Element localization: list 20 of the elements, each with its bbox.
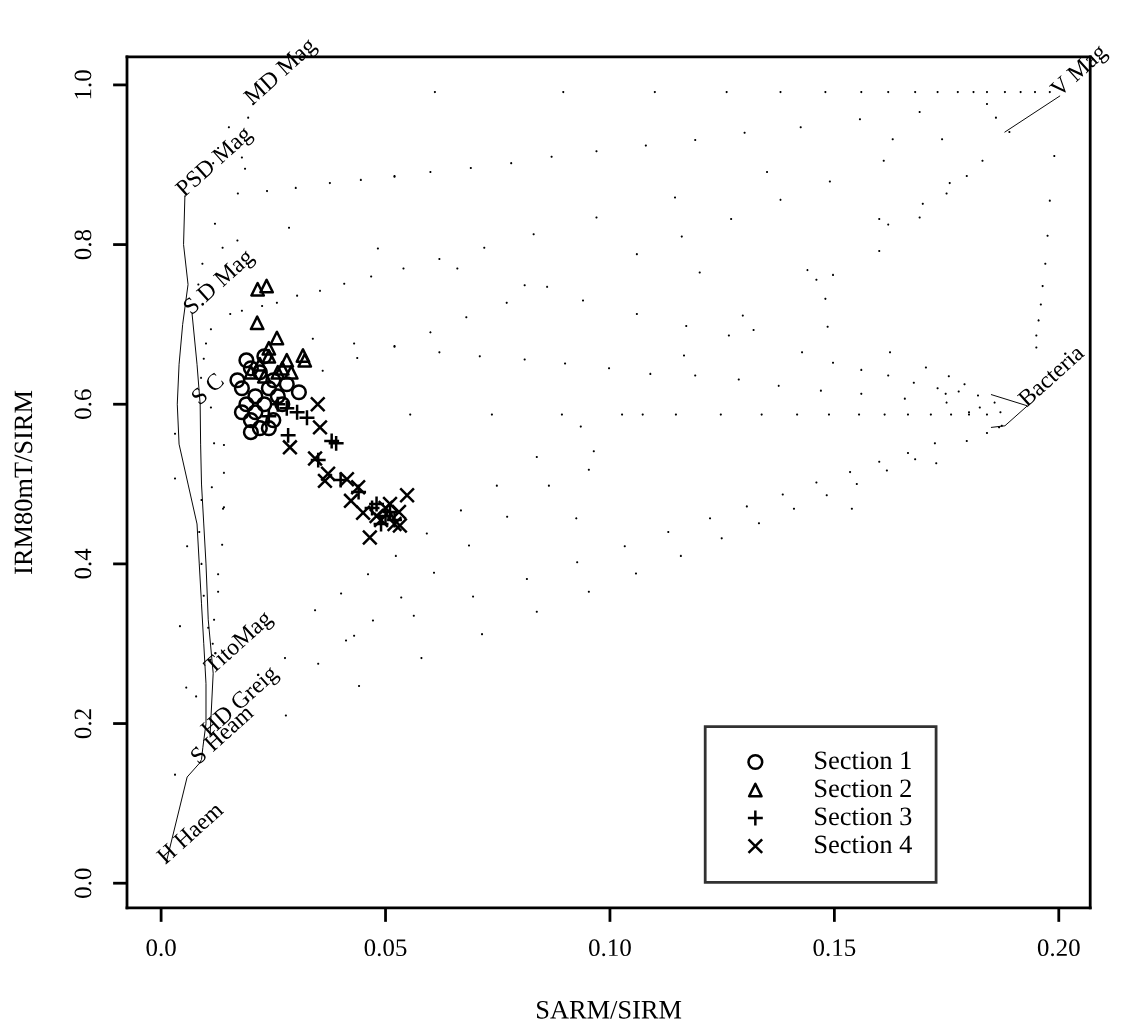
x-tick-label: 0.20	[1037, 939, 1080, 957]
annotation: S.D Mag	[182, 247, 258, 319]
legend-label: Section 1	[815, 751, 911, 770]
x-tick-label: 0.0	[146, 939, 176, 957]
y-tick-label: 0.8	[74, 229, 92, 260]
x-tick-label: 0.15	[813, 939, 856, 957]
y-axis-title: IRM80mT/SIRM	[14, 390, 33, 574]
y-tick-label: 0.6	[74, 389, 92, 419]
annotation: S C	[190, 372, 225, 406]
legend-label: Section 2	[815, 779, 911, 798]
annotation: PSD Mag	[174, 124, 257, 201]
x-tick-label: 0.05	[364, 939, 407, 957]
y-tick-label: 0.0	[74, 868, 92, 898]
legend-label: Section 4	[815, 835, 912, 854]
y-tick-label: 0.4	[74, 548, 92, 579]
legend-label: Section 3	[815, 807, 912, 826]
x-axis-title: SARM/SIRM	[537, 1000, 682, 1019]
y-tick-label: 0.2	[74, 709, 92, 739]
x-tick-label: 0.10	[589, 939, 631, 957]
y-tick-label: 1.0	[74, 70, 92, 99]
